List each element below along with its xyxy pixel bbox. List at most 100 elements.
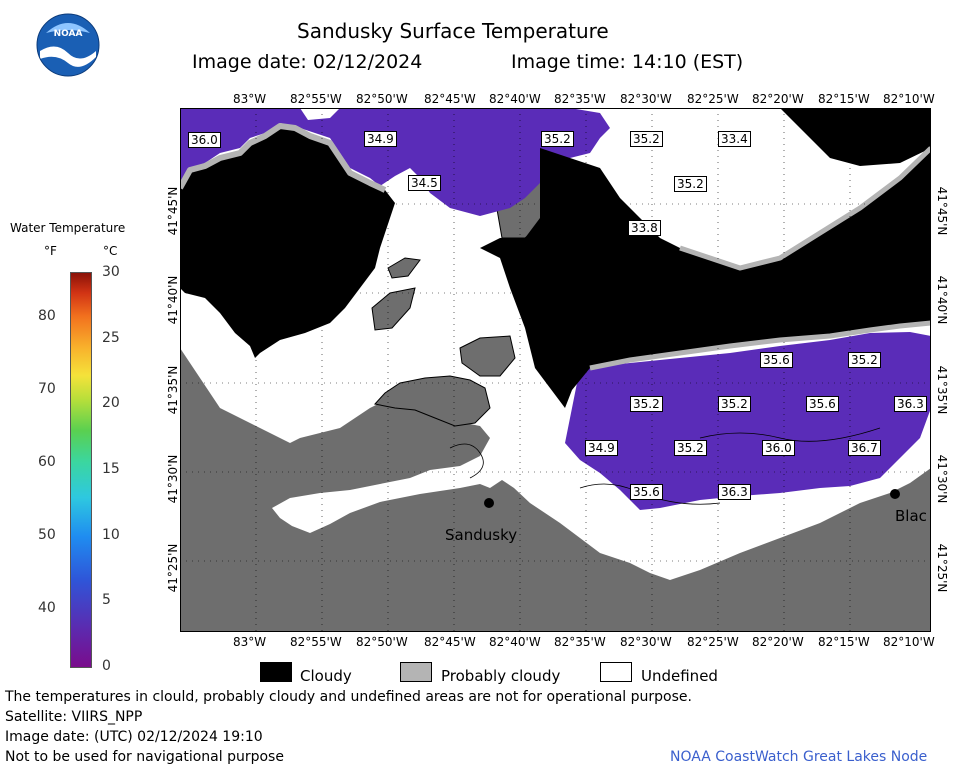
longitude-label: 82°35'W xyxy=(554,92,606,106)
colorbar-unit-c: °C xyxy=(103,244,118,258)
longitude-label: 83°W xyxy=(233,92,267,106)
footer-nav-warning: Not to be used for navigational purpose xyxy=(5,749,284,765)
colorbar-tick-c: 0 xyxy=(102,658,111,674)
image-date: Image date: 02/12/2024 xyxy=(192,51,423,73)
footer-disclaimer: The temperatures in clould, probably clo… xyxy=(5,689,692,705)
noaa-logo-text: NOAA xyxy=(53,29,83,39)
temperature-value-label: 35.6 xyxy=(806,396,839,412)
longitude-label: 82°15'W xyxy=(818,635,870,649)
colorbar-title: Water Temperature xyxy=(10,221,126,235)
temperature-value-label: 35.6 xyxy=(630,484,663,500)
latitude-label: 41°30'N xyxy=(935,454,949,504)
longitude-label: 82°55'W xyxy=(290,635,342,649)
temperature-value-label: 34.9 xyxy=(585,440,618,456)
colorbar-tick-c: 25 xyxy=(102,329,120,346)
temperature-value-label: 35.6 xyxy=(760,352,793,368)
temperature-value-label: 35.2 xyxy=(541,131,574,147)
colorbar-unit-f: °F xyxy=(44,244,57,258)
longitude-label: 82°20'W xyxy=(752,92,804,106)
latitude-label: 41°25'N xyxy=(935,543,949,593)
land-ohio xyxy=(180,348,931,632)
temperature-value-label: 35.2 xyxy=(674,176,707,192)
place-blac: Blac xyxy=(895,507,927,525)
latitude-label: 41°40'N xyxy=(166,275,180,325)
temperature-value-label: 35.2 xyxy=(630,396,663,412)
legend-undefined-swatch xyxy=(600,662,632,682)
colorbar-tick-c: 5 xyxy=(102,592,111,609)
longitude-label: 82°40'W xyxy=(489,635,541,649)
longitude-label: 82°45'W xyxy=(424,92,476,106)
colorbar-tick-c: 30 xyxy=(102,264,120,280)
legend-probably-cloudy-label: Probably cloudy xyxy=(441,667,561,685)
latitude-label: 41°45'N xyxy=(935,186,949,236)
temperature-map xyxy=(180,108,931,632)
latitude-label: 41°45'N xyxy=(166,186,180,236)
temperature-value-label: 36.3 xyxy=(894,396,927,412)
colorbar-tick-c: 15 xyxy=(102,461,120,477)
longitude-label: 82°50'W xyxy=(356,92,408,106)
colorbar xyxy=(70,272,92,668)
island-3 xyxy=(387,257,421,279)
island-1 xyxy=(459,335,516,377)
legend-probably-cloudy-swatch xyxy=(400,662,432,682)
footer-credit: NOAA CoastWatch Great Lakes Node xyxy=(670,749,928,765)
noaa-logo: NOAA xyxy=(36,13,100,77)
temperature-value-label: 33.8 xyxy=(628,220,661,236)
longitude-label: 82°30'W xyxy=(620,635,672,649)
temperature-value-label: 36.3 xyxy=(718,484,751,500)
longitude-label: 82°45'W xyxy=(424,635,476,649)
legend-cloudy-label: Cloudy xyxy=(300,667,352,685)
longitude-label: 82°30'W xyxy=(620,92,672,106)
temperature-value-label: 34.9 xyxy=(364,131,397,147)
colorbar-tick-f: 80 xyxy=(38,307,56,324)
longitude-label: 82°55'W xyxy=(290,92,342,106)
probably-cloudy-edge-3 xyxy=(679,146,931,271)
longitude-label: 82°50'W xyxy=(356,635,408,649)
cloud-center xyxy=(480,148,931,408)
temperature-value-label: 35.2 xyxy=(674,440,707,456)
longitude-label: 82°25'W xyxy=(687,92,739,106)
temperature-value-label: 35.2 xyxy=(718,396,751,412)
colorbar-tick-c: 10 xyxy=(102,526,120,543)
legend-undefined-label: Undefined xyxy=(641,667,718,685)
longitude-label: 82°15'W xyxy=(818,92,870,106)
temperature-value-label: 35.2 xyxy=(848,352,881,368)
longitude-label: 82°25'W xyxy=(687,635,739,649)
footer-satellite: Satellite: VIIRS_NPP xyxy=(5,709,143,725)
longitude-label: 82°35'W xyxy=(554,635,606,649)
probably-cloudy-edge xyxy=(180,123,387,193)
longitude-label: 82°20'W xyxy=(752,635,804,649)
probably-cloudy-edge-2 xyxy=(589,320,931,371)
image-time: Image time: 14:10 (EST) xyxy=(511,51,744,73)
colorbar-tick-c: 20 xyxy=(102,395,120,412)
place-sandusky: Sandusky xyxy=(445,526,518,544)
latitude-label: 41°30'N xyxy=(166,454,180,504)
footer-utc-date: Image date: (UTC) 02/12/2024 19:10 xyxy=(5,729,263,745)
latitude-label: 41°35'N xyxy=(166,365,180,415)
colorbar-tick-f: 40 xyxy=(38,599,56,616)
water-temp-area-south xyxy=(565,332,931,510)
sandusky-dot xyxy=(484,498,494,508)
land-peninsula xyxy=(374,375,491,427)
colorbar-tick-f: 60 xyxy=(38,453,56,470)
blac-dot xyxy=(890,489,900,499)
colorbar-tick-f: 70 xyxy=(38,380,56,397)
temperature-value-label: 36.7 xyxy=(848,440,881,456)
latitude-label: 41°40'N xyxy=(935,275,949,325)
cloud-west xyxy=(180,126,395,358)
longitude-label: 82°10'W xyxy=(883,92,935,106)
colorbar-tick-f: 50 xyxy=(38,526,56,543)
legend-cloudy-swatch xyxy=(260,662,292,682)
water-temp-area-north xyxy=(180,108,610,216)
cloud-northeast xyxy=(780,108,931,166)
temperature-value-label: 36.0 xyxy=(188,132,221,148)
longitude-label: 82°10'W xyxy=(883,635,935,649)
longitude-label: 82°40'W xyxy=(489,92,541,106)
temperature-value-label: 36.0 xyxy=(762,440,795,456)
temperature-value-label: 33.4 xyxy=(718,131,751,147)
map-title: Sandusky Surface Temperature xyxy=(297,19,609,43)
temperature-value-label: 34.5 xyxy=(408,175,441,191)
latitude-label: 41°25'N xyxy=(166,543,180,593)
latitude-label: 41°35'N xyxy=(935,365,949,415)
longitude-label: 83°W xyxy=(233,635,267,649)
